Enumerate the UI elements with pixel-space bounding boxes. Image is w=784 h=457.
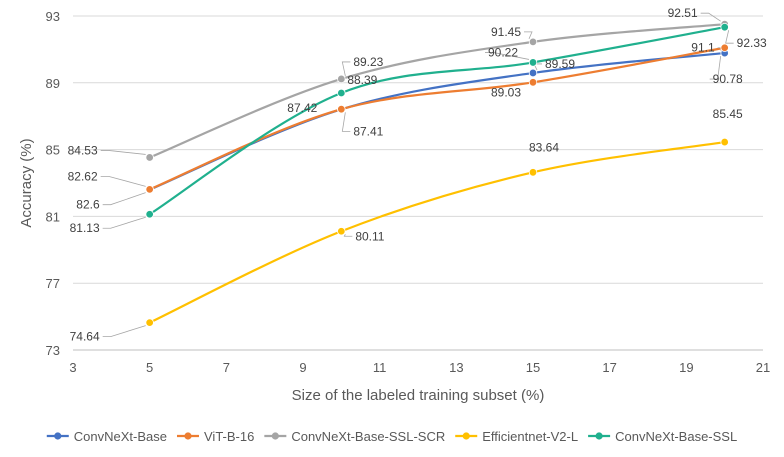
x-tick-label: 11 [373,360,387,375]
label-leader [100,150,146,155]
data-label: 91.45 [491,25,521,39]
legend-label: ConvNeXt-Base-SSL-SCR [291,429,445,444]
label-leader [725,30,734,44]
legend-marker [595,432,603,440]
y-tick-label: 85 [46,143,60,158]
legend-marker [184,432,192,440]
legend-marker [271,432,279,440]
x-tick-label: 17 [602,360,616,375]
label-leader [341,61,351,77]
label-leader [343,234,353,237]
y-tick-label: 93 [46,9,60,24]
legend-marker [54,432,62,440]
data-label: 92.33 [737,36,767,50]
data-point [337,104,346,114]
x-axis-title: Size of the labeled training subset (%) [292,387,545,404]
series-lines [149,23,725,324]
legend-label: ConvNeXt-Base-SSL [615,429,737,444]
x-tick-label: 15 [526,360,540,375]
series-line [149,140,725,324]
data-label: 81.13 [70,221,100,235]
x-tick-label: 5 [146,360,153,375]
legend-item: Efficientnet-V2-L [455,429,578,444]
label-leader [102,192,146,206]
data-label: 87.42 [287,101,317,115]
data-label: 74.64 [70,330,100,344]
series-line [149,23,725,159]
legend-label: ViT-B-16 [204,429,254,444]
data-label: 85.45 [713,107,743,121]
x-tick-labels: 3 5 7 9 11 13 15 17 19 21 [69,360,770,375]
series-line [149,26,725,216]
label-leader [485,52,530,60]
legend-label: ConvNeXt-Base [74,429,167,444]
x-tick-label: 9 [299,360,306,375]
legend-label: Efficientnet-V2-L [482,429,578,444]
series-line [149,51,725,191]
data-point [337,227,346,236]
x-tick-label: 3 [69,360,76,375]
y-tick-label: 89 [46,76,60,91]
label-leader [709,56,722,80]
x-tick-label: 19 [679,360,693,375]
label-leader [102,216,146,229]
y-axis-title: Accuracy (%) [18,138,35,227]
y-tick-labels: 73 77 81 85 89 93 [46,9,60,358]
y-tick-label: 77 [46,276,60,291]
data-point [145,318,154,327]
legend-item: ConvNeXt-Base [46,429,167,444]
data-point [528,68,538,78]
data-point [337,88,346,98]
data-point [528,37,538,47]
label-leader [341,112,351,132]
gridlines [73,15,763,284]
data-label: 91.1 [691,41,715,55]
data-label: 88.39 [347,73,377,87]
series-line [149,46,725,191]
label-leader [524,31,533,40]
y-tick-label: 81 [46,209,60,224]
label-leader [100,175,146,187]
data-label: 80.11 [355,229,384,243]
legend-item: ConvNeXt-Base-SSL-SCR [264,429,445,444]
data-label: 90.78 [713,72,743,86]
data-label: 89.23 [353,55,383,69]
data-label: 84.53 [68,143,98,157]
data-label: 87.41 [353,124,383,138]
data-point [720,43,729,52]
x-tick-label: 7 [223,360,230,375]
data-point [145,210,154,219]
data-point [720,22,729,32]
data-point [337,74,346,84]
data-label: 90.22 [488,45,518,59]
label-leader [700,12,721,22]
legend: ConvNeXt-Base ViT-B-16 ConvNeXt-Base-SSL-S… [46,429,737,444]
data-point [528,58,538,67]
legend-item: ViT-B-16 [176,429,254,444]
data-point [528,78,538,87]
data-point [528,168,538,177]
data-label: 92.51 [668,6,698,20]
legend-item: ConvNeXt-Base-SSL [588,429,737,444]
legend-marker [462,432,470,440]
data-point [145,185,154,194]
data-point [720,137,729,147]
data-point [145,153,154,162]
label-leader [102,325,146,338]
data-label: 82.6 [76,198,100,212]
x-tick-label: 21 [756,360,770,375]
data-label: 89.03 [491,85,521,99]
data-labels: 82.6 87.41 89.59 90.78 82.62 87.42 89.03 91.1 84… [68,6,767,343]
series-markers [145,19,729,327]
y-tick-label: 73 [46,343,60,358]
x-tick-label: 13 [449,360,463,375]
data-label: 89.59 [545,57,575,71]
data-label: 82.62 [68,169,98,183]
data-label: 83.64 [529,140,559,154]
